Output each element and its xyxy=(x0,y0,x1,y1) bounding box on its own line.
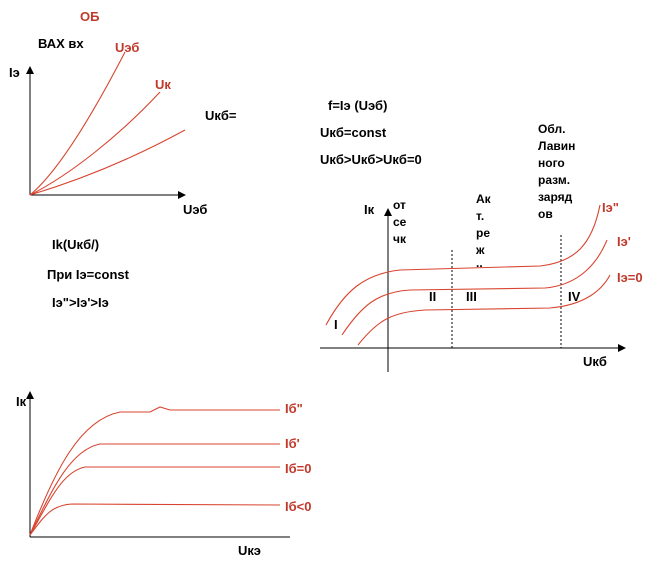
region-cutoff-label: от се чк xyxy=(393,198,407,246)
roman-label-3: III xyxy=(466,289,477,304)
input-curve-2 xyxy=(29,91,161,196)
equation-line-1: f=Iэ (Uэб) xyxy=(328,98,387,113)
svg-text:ж: ж xyxy=(475,243,485,257)
output-oe-curve-label-ib0: Iб=0 xyxy=(285,461,311,476)
roman-label-4: IV xyxy=(568,289,581,304)
input-curve-label-ueb: Uэб xyxy=(115,40,139,55)
output-text-line-1: Ik(Uкб/) xyxy=(52,237,99,252)
title-ob: ОБ xyxy=(80,9,99,24)
svg-text:т.: т. xyxy=(476,209,484,223)
input-x-axis-label: Uэб xyxy=(183,202,207,217)
svg-text:ного: ного xyxy=(538,156,565,170)
svg-text:Обл.: Обл. xyxy=(538,122,565,136)
roman-label-1: I xyxy=(334,317,338,332)
output-ob-curve-ie1 xyxy=(341,239,608,336)
output-ob-curve-ie2 xyxy=(325,204,601,326)
input-vax-title: ВАХ вх xyxy=(38,36,84,51)
svg-text:..: .. xyxy=(476,256,483,270)
input-curve-label-ukb: Uкб= xyxy=(205,108,237,123)
input-curve-3 xyxy=(29,129,186,196)
output-ob-curve-label-ie1: Iэ' xyxy=(617,234,631,249)
output-text-line-3: Iэ">Iэ'>Iэ xyxy=(52,295,109,310)
svg-text:от: от xyxy=(393,198,406,212)
region-breakdown-label: Обл. Лавин ного разм. заряд ов xyxy=(538,122,575,221)
output-oe-curve-label-ib1: Iб' xyxy=(285,436,300,451)
output-ob-curve-label-ie2: Iэ" xyxy=(602,200,619,215)
input-y-axis-label: Iэ xyxy=(9,65,20,80)
input-curve-label-uk: Uк xyxy=(155,77,171,92)
output-oe-curve-label-ibneg: Iб<0 xyxy=(285,499,311,514)
output-ob-curve-label-ie0: Iэ=0 xyxy=(617,270,643,285)
svg-text:Ак: Ак xyxy=(476,192,492,206)
output-oe-curve-ib2 xyxy=(29,406,280,536)
roman-label-2: II xyxy=(429,289,436,304)
output-text-line-2: При Iэ=const xyxy=(47,267,130,282)
output-ob-curve-ie0 xyxy=(357,274,611,346)
svg-text:ов: ов xyxy=(538,207,553,221)
svg-text:Лавин: Лавин xyxy=(538,139,575,153)
svg-text:се: се xyxy=(393,215,407,229)
input-curve-1 xyxy=(29,51,126,196)
output-oe-curve-ibneg xyxy=(29,503,281,536)
output-oe-curve-ib1 xyxy=(29,443,280,536)
output-oe-curve-ib0 xyxy=(29,466,280,536)
output-oe-x-axis-label: Uкэ xyxy=(238,543,261,558)
region-active-label: Ак т. ре ж .. xyxy=(475,192,492,270)
output-oe-y-axis-label: Iк xyxy=(16,394,27,409)
output-oe-curve-label-ib2: Iб" xyxy=(285,401,303,416)
output-ob-x-axis-label: Uкб xyxy=(583,354,607,369)
svg-text:разм.: разм. xyxy=(538,173,570,187)
svg-text:чк: чк xyxy=(393,232,407,246)
output-ob-y-axis-label: Iк xyxy=(364,202,375,217)
equation-line-2: Uкб=const xyxy=(320,125,387,140)
svg-text:заряд: заряд xyxy=(538,190,573,204)
equation-line-3: Uкб>Uкб>Uкб=0 xyxy=(320,152,422,167)
svg-text:ре: ре xyxy=(476,226,490,240)
